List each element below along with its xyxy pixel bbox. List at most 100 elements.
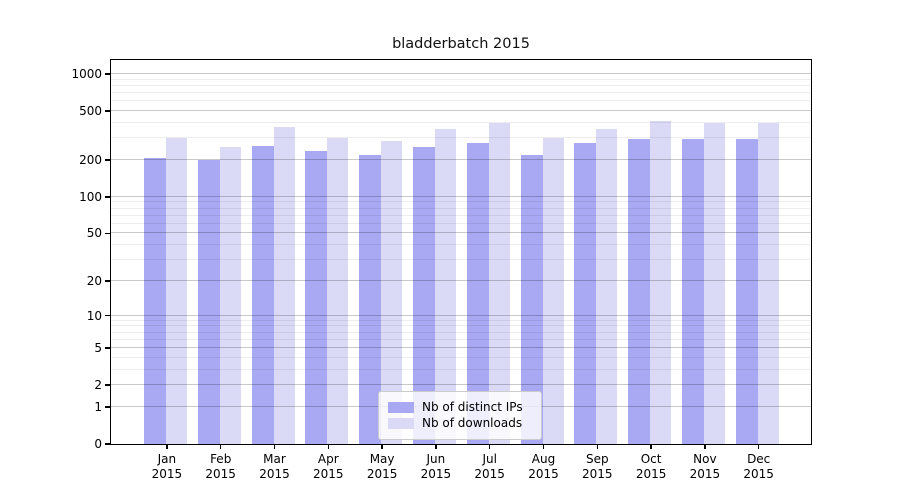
minor-gridline	[111, 325, 811, 327]
bar-nb-of-distinct-ips-jan	[143, 157, 166, 444]
bar-nb-of-downloads-jul	[488, 123, 510, 444]
legend-label-downloads: Nb of downloads	[422, 416, 523, 430]
bar-nb-of-downloads-sep	[596, 128, 618, 444]
x-tick-label-sep: Sep 2015	[582, 452, 613, 481]
bar-nb-of-distinct-ips-jun	[412, 146, 435, 444]
y-tick-label: 5	[94, 341, 102, 356]
minor-gridline	[111, 319, 811, 321]
x-tick-label-may: May 2015	[366, 452, 398, 481]
y-tick-mark	[105, 159, 111, 161]
minor-gridline	[111, 78, 811, 80]
bar-nb-of-downloads-oct	[650, 120, 672, 444]
x-tick-mark	[219, 444, 222, 449]
bar-nb-of-downloads-mar	[273, 126, 295, 444]
x-tick-mark	[381, 444, 383, 449]
bar-nb-of-downloads-feb	[219, 146, 241, 444]
plot-area: Nb of distinct IPs Nb of downloads	[110, 59, 812, 445]
x-tick-label-feb: Feb 2015	[205, 452, 236, 481]
x-tick-mark	[596, 444, 599, 449]
legend-label-distinct-ips: Nb of distinct IPs	[422, 400, 523, 414]
chart-title: bladderbatch 2015	[392, 36, 530, 52]
y-tick-label: 10	[86, 308, 102, 323]
minor-gridline	[111, 137, 811, 139]
minor-gridline	[111, 214, 811, 216]
major-gridline	[111, 279, 811, 281]
y-tick-label: 500	[79, 104, 102, 119]
y-tick-mark	[105, 406, 111, 408]
bar-nb-of-distinct-ips-jul	[466, 143, 489, 444]
bar-nb-of-distinct-ips-sep	[574, 143, 597, 444]
y-tick-label: 0	[94, 437, 102, 451]
bar-nb-of-downloads-nov	[703, 122, 725, 444]
major-gridline	[111, 232, 811, 234]
bar-nb-of-downloads-apr	[327, 138, 349, 444]
y-tick-mark	[105, 443, 111, 445]
legend-item-distinct-ips: Nb of distinct IPs	[388, 400, 532, 414]
major-gridline	[111, 347, 811, 349]
minor-gridline	[111, 331, 811, 333]
minor-gridline	[111, 100, 811, 102]
minor-gridline	[111, 222, 811, 224]
minor-gridline	[111, 259, 811, 261]
minor-gridline	[111, 201, 811, 203]
x-tick-label-mar: Mar 2015	[259, 452, 290, 481]
minor-gridline	[111, 92, 811, 94]
minor-gridline	[111, 338, 811, 340]
x-tick-mark	[704, 444, 706, 449]
bar-nb-of-distinct-ips-may	[359, 154, 382, 444]
bar-nb-of-distinct-ips-feb	[197, 160, 220, 444]
bar-nb-of-downloads-jun	[434, 128, 456, 444]
legend-swatch-downloads	[388, 417, 414, 429]
x-tick-label-nov: Nov 2015	[689, 452, 721, 481]
x-tick-mark	[650, 444, 652, 449]
x-tick-mark	[435, 444, 437, 449]
y-tick-label: 1000	[71, 67, 102, 82]
bar-nb-of-distinct-ips-oct	[628, 138, 651, 444]
x-tick-mark	[273, 444, 276, 449]
y-tick-mark	[105, 73, 111, 75]
minor-gridline	[111, 356, 811, 358]
x-tick-label-apr: Apr 2015	[313, 452, 344, 481]
y-tick-mark	[105, 280, 111, 282]
y-tick-mark	[105, 347, 111, 349]
y-tick-label: 1	[94, 399, 102, 414]
major-gridline	[111, 195, 811, 197]
y-tick-label: 20	[86, 273, 102, 288]
x-tick-label-jun: Jun 2015	[420, 452, 452, 481]
bar-nb-of-distinct-ips-mar	[251, 145, 274, 444]
y-tick-mark	[105, 384, 111, 386]
y-tick-label: 50	[86, 226, 102, 241]
bars-layer	[111, 60, 811, 444]
major-gridline	[111, 314, 811, 316]
legend-item-downloads: Nb of downloads	[388, 416, 532, 430]
bar-nb-of-downloads-aug	[542, 138, 564, 444]
major-gridline	[111, 159, 811, 161]
bar-nb-of-downloads-may	[381, 140, 403, 444]
y-tick-mark	[105, 110, 111, 112]
major-gridline	[111, 110, 811, 112]
x-tick-mark	[488, 444, 491, 449]
y-tick-label: 200	[79, 153, 102, 168]
y-tick-mark	[105, 314, 111, 317]
y-tick-mark	[105, 196, 111, 198]
minor-gridline	[111, 207, 811, 209]
x-tick-label-jul: Jul 2015	[474, 452, 505, 481]
bar-nb-of-downloads-jan	[165, 138, 187, 444]
bar-nb-of-distinct-ips-dec	[735, 139, 758, 444]
legend: Nb of distinct IPs Nb of downloads	[378, 391, 542, 440]
grid-layer	[111, 60, 811, 444]
x-tick-label-dec: Dec 2015	[743, 452, 774, 481]
x-tick-label-oct: Oct 2015	[635, 452, 667, 481]
bar-nb-of-downloads-dec	[757, 122, 779, 444]
major-gridline	[111, 73, 811, 75]
major-gridline	[111, 384, 811, 386]
bar-nb-of-distinct-ips-nov	[681, 138, 704, 444]
y-tick-mark	[105, 232, 111, 235]
x-tick-label-jan: Jan 2015	[151, 452, 183, 481]
legend-swatch-distinct-ips	[388, 401, 414, 413]
minor-gridline	[111, 368, 811, 370]
x-tick-label-aug: Aug 2015	[528, 452, 559, 481]
y-tick-label: 2	[94, 378, 102, 393]
x-tick-mark	[166, 444, 168, 449]
